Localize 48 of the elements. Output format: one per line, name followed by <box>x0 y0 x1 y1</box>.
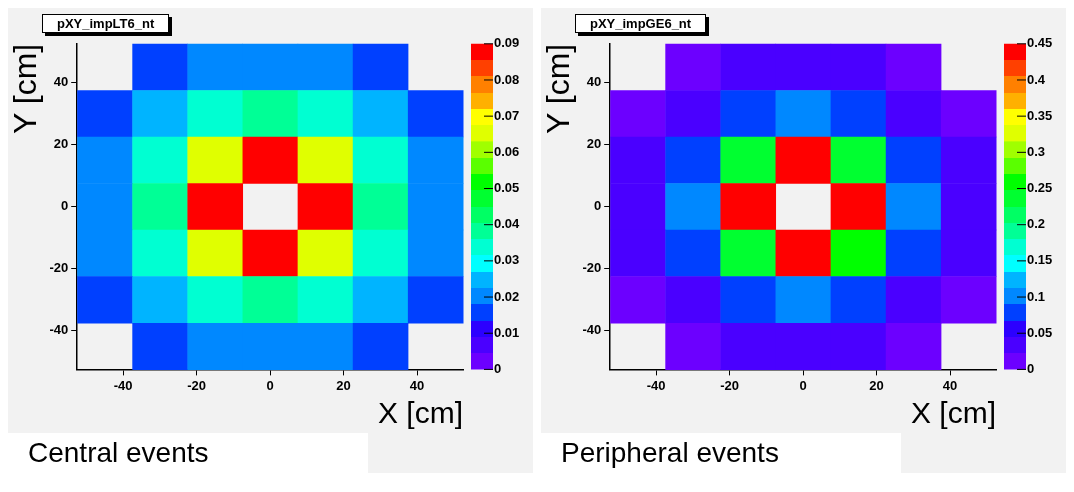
x-tick-label: 0 <box>799 377 807 393</box>
x-tick-label: 40 <box>409 377 425 393</box>
color-bar-label: 0.06 <box>494 143 520 159</box>
color-bar-label: 0.45 <box>1027 35 1053 51</box>
color-bar-label: 0.08 <box>494 71 520 87</box>
y-tick-label: -40 <box>49 322 69 338</box>
x-tick-label: 20 <box>336 377 351 393</box>
color-bar-label: 0.15 <box>1027 252 1053 268</box>
color-bar-label: 0.3 <box>1027 143 1046 159</box>
y-axis-title: Y [cm] <box>540 43 577 134</box>
y-tick-label: -20 <box>582 260 602 276</box>
color-bar-label: 0.04 <box>494 216 521 232</box>
y-tick-label: 0 <box>593 198 602 214</box>
color-bar-label: 0.35 <box>1027 107 1053 123</box>
color-bar-label: 0.2 <box>1027 216 1046 232</box>
chart-title: pXY_impGE6_nt <box>575 14 707 33</box>
color-bar-label: 0.25 <box>1027 180 1053 196</box>
color-bar-label: 0.07 <box>494 107 520 123</box>
x-tick-label: -40 <box>113 377 133 393</box>
y-tick-label: -40 <box>582 322 602 338</box>
x-axis-title: X [cm] <box>377 396 463 430</box>
color-bar-label: 0.01 <box>494 324 520 340</box>
color-bar-label: 0.03 <box>494 252 520 268</box>
color-bar-label: 0.09 <box>494 35 520 51</box>
x-axis-title: X [cm] <box>910 396 996 430</box>
y-tick-label: 40 <box>586 74 602 90</box>
y-tick-label: 0 <box>60 198 69 214</box>
x-tick-label: 40 <box>942 377 958 393</box>
text: Peripheral events <box>541 433 901 473</box>
color-bar-label: 0.05 <box>494 180 520 196</box>
x-tick-label: 20 <box>869 377 884 393</box>
x-tick-label: -20 <box>720 377 740 393</box>
chart-title: pXY_impLT6_nt <box>42 14 170 33</box>
y-tick-label: 20 <box>586 136 602 152</box>
y-tick-label: 40 <box>53 74 69 90</box>
text: Central events <box>8 433 368 473</box>
color-bar-label: 0 <box>494 360 502 376</box>
color-bar-label: 0 <box>1027 360 1035 376</box>
y-tick-label: 20 <box>53 136 69 152</box>
x-tick-label: -40 <box>646 377 666 393</box>
x-tick-label: -20 <box>187 377 207 393</box>
color-bar-label: 0.1 <box>1027 288 1046 304</box>
y-tick-label: -20 <box>49 260 69 276</box>
color-bar-label: 0.4 <box>1027 71 1046 87</box>
x-tick-label: 0 <box>266 377 274 393</box>
color-bar-label: 0.02 <box>494 288 520 304</box>
y-axis-title: Y [cm] <box>7 43 44 134</box>
color-bar-label: 0.05 <box>1027 324 1053 340</box>
